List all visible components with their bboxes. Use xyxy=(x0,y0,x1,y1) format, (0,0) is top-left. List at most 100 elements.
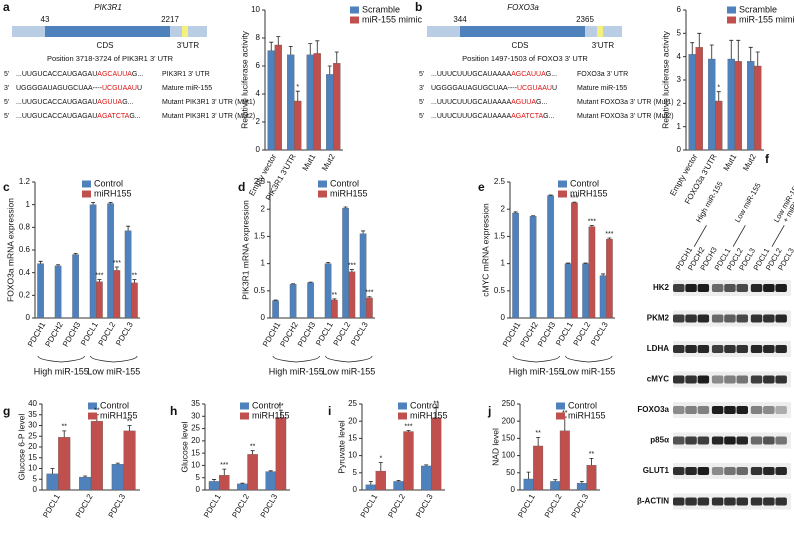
error-bar xyxy=(589,225,594,227)
bar xyxy=(333,63,341,151)
legend-swatch xyxy=(727,16,736,24)
y-axis-label: FOXO3a mRNA expression xyxy=(5,198,15,302)
legend-swatch xyxy=(240,412,249,420)
sequence-tail: G... xyxy=(536,99,547,106)
error-bar xyxy=(748,46,753,62)
x-tick-label: PDCL2 xyxy=(74,492,95,519)
blot-band xyxy=(724,314,736,323)
bar xyxy=(331,299,338,319)
legend-label: Control xyxy=(94,178,123,188)
y-tick-label: 2 xyxy=(677,98,682,107)
blot-band xyxy=(750,436,763,445)
y-tick-label: 2 xyxy=(261,204,266,213)
y-tick-label: 0.4 xyxy=(19,268,31,277)
y-tick-label: 0.5 xyxy=(494,286,506,295)
bar xyxy=(289,284,297,319)
y-tick-label: 10 xyxy=(191,461,200,470)
seed-region: AGUUA xyxy=(511,99,536,106)
y-tick-label: 35 xyxy=(28,410,37,419)
blot-band xyxy=(673,497,685,506)
error-bar xyxy=(434,407,439,418)
sequence: UGGGGAUAGUGCUAA----UCGUAAUU xyxy=(16,85,142,92)
significance: ** xyxy=(278,403,284,410)
y-axis-label: Glucose level xyxy=(179,421,189,472)
y-tick-label: 6 xyxy=(256,61,261,70)
legend-label: miRH155 xyxy=(570,188,608,198)
position-label: Position 1497-1503 of FOXO3 3' UTR xyxy=(462,54,588,63)
blot-band xyxy=(697,406,710,414)
blot-band xyxy=(736,345,748,353)
bar xyxy=(247,454,258,491)
seed-region: AGUUA xyxy=(97,99,122,106)
sequence-label: Mature miR-155 xyxy=(577,85,627,92)
position-label: Position 3718-3724 of PIK3R1 3' UTR xyxy=(47,54,174,63)
x-tick-label: Mut2 xyxy=(741,152,758,172)
blot-band xyxy=(724,345,736,353)
error-bar xyxy=(579,481,584,484)
y-tick-label: 15 xyxy=(191,448,200,457)
x-tick-label: PDCL1 xyxy=(202,492,223,519)
x-tick-label: PDCL3 xyxy=(114,320,135,347)
blot-band xyxy=(711,284,724,292)
error-bar xyxy=(315,40,320,54)
y-tick-label: 0 xyxy=(511,485,516,494)
error-bar xyxy=(114,266,119,271)
bar xyxy=(366,297,373,319)
group-bracket xyxy=(272,355,320,363)
y-tick-label: 3 xyxy=(677,75,682,84)
x-tick-label: PDCH3 xyxy=(296,320,318,348)
error-bar xyxy=(607,237,612,240)
x-tick-label: Mut2 xyxy=(320,152,337,172)
error-bar xyxy=(755,51,760,66)
bar xyxy=(365,484,376,491)
y-tick-label: 5 xyxy=(33,474,38,483)
error-bar xyxy=(589,457,594,466)
blot-band xyxy=(724,406,736,414)
bar xyxy=(599,275,607,319)
blot-band xyxy=(697,467,710,475)
blot-band xyxy=(775,467,787,475)
y-tick-label: 5 xyxy=(677,28,682,37)
blot-band xyxy=(673,345,685,353)
panel-label: h xyxy=(170,404,177,418)
legend-swatch xyxy=(82,180,91,188)
x-tick-label: PDCL3 xyxy=(570,492,591,519)
x-tick-label: Mut1 xyxy=(722,152,739,172)
error-bar xyxy=(108,202,113,204)
blot-band xyxy=(775,345,787,353)
blot-band xyxy=(711,345,724,353)
error-bar xyxy=(729,39,734,59)
sequence-tail: G... xyxy=(132,71,143,78)
legend-swatch xyxy=(558,190,567,198)
legend-label: Scramble xyxy=(362,4,400,14)
y-tick-label: 5 xyxy=(196,473,201,482)
y-tick-label: 0 xyxy=(501,313,506,322)
error-bar xyxy=(62,430,67,438)
utr-label: 3'UTR xyxy=(177,41,200,50)
seed-region: AGCAUUA xyxy=(97,71,132,78)
legend-label: Control xyxy=(100,400,129,410)
blot-band xyxy=(750,467,763,475)
bar xyxy=(219,475,230,491)
blot-band xyxy=(736,406,748,414)
group-bracket xyxy=(565,355,613,363)
significance: * xyxy=(379,455,382,462)
error-bar xyxy=(367,296,372,298)
error-bar xyxy=(406,430,411,432)
bar xyxy=(123,430,136,491)
legend-swatch xyxy=(350,6,359,14)
legend-label: miR-155 mimic xyxy=(362,14,423,24)
y-tick-label: 0.6 xyxy=(19,245,31,254)
sequence-base: ...UUUCUUUGCAUAAAA xyxy=(431,99,511,106)
blot-band xyxy=(711,375,724,384)
group-bracket xyxy=(771,225,785,247)
bar xyxy=(564,263,572,319)
error-bar xyxy=(38,260,43,264)
blot-band xyxy=(673,314,685,323)
error-bar xyxy=(97,279,102,282)
error-bar xyxy=(548,194,553,196)
blot-band xyxy=(711,497,724,506)
blot-band xyxy=(775,436,787,445)
blot-band xyxy=(736,436,748,445)
blot-band xyxy=(724,284,736,292)
